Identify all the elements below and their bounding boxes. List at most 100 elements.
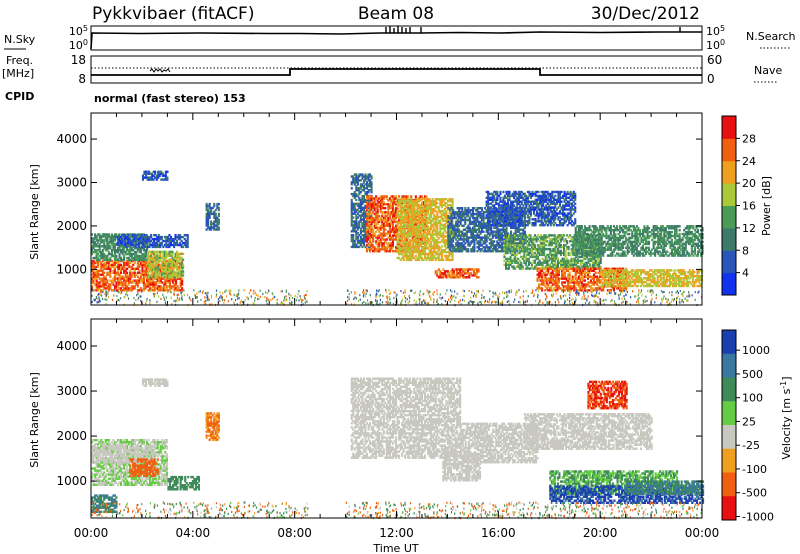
power-colorbar-swatch <box>722 250 736 274</box>
power-colorbar-label-tick: 20 <box>742 177 756 190</box>
power-colorbar-swatch <box>722 227 736 251</box>
time-axis-labels: 00:00 04:00 08:00 12:00 16:00 20:00 00:00 <box>74 526 720 540</box>
power-colorbar-swatch <box>722 160 736 184</box>
velocity-ylabel: Slant Range [km] <box>28 372 41 468</box>
data-region-9 <box>434 268 480 279</box>
nsky-spikes <box>385 26 681 33</box>
time-tick-label: 08:00 <box>277 526 312 540</box>
data-region-13 <box>600 269 704 288</box>
nsky-frame <box>90 25 703 51</box>
velocity-colorbar-label-tick: -500 <box>742 487 767 500</box>
y-tick-label: 3000 <box>56 176 87 190</box>
y-tick-label: 2000 <box>56 429 87 443</box>
velocity-y-ticks: 1000 2000 3000 4000 <box>56 339 702 488</box>
velocity-colorbar-swatch <box>722 377 736 402</box>
power-colorbar-swatch <box>722 183 736 206</box>
station-title: Pykkvibaer (fitACF) <box>92 4 254 24</box>
nsearch-tick-lo: 100 <box>706 38 725 52</box>
velocity-colorbar-swatch <box>722 496 736 521</box>
nsearch-tick-hi: 105 <box>706 24 725 38</box>
time-tick-label: 00:00 <box>74 526 109 540</box>
power-colorbar-swatch <box>722 272 736 296</box>
velocity-colorbar-swatch <box>722 448 736 473</box>
y-tick-label: 4000 <box>56 339 87 353</box>
velocity-colorbar-swatch <box>722 401 736 426</box>
data-region-15 <box>485 190 577 227</box>
nsky-tick-hi: 105 <box>69 24 88 38</box>
y-tick-label: 2000 <box>56 219 87 233</box>
velocity-colorbar-frame <box>721 329 737 521</box>
nave-tick-lo: 0 <box>707 72 715 86</box>
power-colorbar-label-tick: 12 <box>742 222 756 235</box>
y-tick-label: 4000 <box>56 132 87 146</box>
velocity-colorbar-label-tick: 1000 <box>742 344 770 357</box>
freq-trace <box>91 68 702 76</box>
power-colorbar-label-tick: 28 <box>742 132 756 145</box>
power-colorbar-label-tick: 4 <box>742 267 749 280</box>
freq-panel: Freq. [MHz] 18 8 60 0 Nave CPID normal (… <box>2 53 782 105</box>
nsky-tick-lo: 100 <box>69 38 88 52</box>
velocity-colorbar-label: Velocity [m s-1] <box>779 376 793 459</box>
power-x-ticks <box>90 113 703 305</box>
cpid-text: normal (fast stereo) 153 <box>94 92 246 105</box>
velocity-colorbar-swatch <box>722 472 736 497</box>
power-colorbar-label: Power [dB] <box>760 176 773 236</box>
velocity-colorbar-label-tick: -1000 <box>742 510 774 523</box>
nsearch-label: N.Search <box>746 30 796 43</box>
data-region-12 <box>536 267 628 292</box>
data-region-1 <box>91 444 156 464</box>
nave-label: Nave <box>754 64 782 77</box>
power-colorbar: 4 8 12 16 20 24 28 <box>721 115 756 296</box>
cpid-label: CPID <box>5 90 34 103</box>
power-colorbar-swatch <box>722 138 736 162</box>
nsky-panel: N.Sky 105 100 105 100 N.Search <box>4 24 796 52</box>
time-tick-label: 04:00 <box>176 526 211 540</box>
data-region-4 <box>141 170 169 181</box>
velocity-heatmap-cells <box>91 377 705 520</box>
freq-tick-hi: 18 <box>71 53 86 67</box>
data-region-7 <box>350 377 462 459</box>
freq-unit: [MHz] <box>2 67 34 80</box>
power-colorbar-label-tick: 16 <box>742 200 756 213</box>
date-title: 30/Dec/2012 <box>591 4 700 24</box>
velocity-colorbar-label-tick: -25 <box>742 439 760 452</box>
nsky-trace <box>90 31 702 50</box>
data-region-13 <box>625 480 705 495</box>
data-region-14 <box>587 380 628 410</box>
power-colorbar-label-tick: 8 <box>742 244 749 257</box>
velocity-colorbar-label-tick: 25 <box>742 415 756 428</box>
data-region-3 <box>167 475 200 491</box>
power-heatmap-cells <box>91 170 704 307</box>
near-range-scatter <box>91 501 703 520</box>
power-ylabel: Slant Range [km] <box>28 164 41 260</box>
y-tick-label: 1000 <box>56 262 87 276</box>
time-axis-title: Time UT <box>372 542 418 554</box>
velocity-colorbar-label-tick: -100 <box>742 463 767 476</box>
time-tick-label: 00:00 <box>685 526 720 540</box>
nave-tick-hi: 60 <box>707 53 722 67</box>
beam-title: Beam 08 <box>358 4 434 24</box>
data-region-5 <box>141 378 169 387</box>
data-region-3 <box>116 234 189 249</box>
data-region-9 <box>460 422 539 464</box>
freq-label: Freq. <box>6 54 33 67</box>
data-region-4 <box>91 494 118 513</box>
power-colorbar-swatch <box>722 205 736 229</box>
velocity-colorbar-swatch <box>722 425 736 450</box>
y-tick-label: 3000 <box>56 384 87 398</box>
data-region-2 <box>147 250 185 279</box>
velocity-colorbar-label-tick: 500 <box>742 368 763 381</box>
y-tick-label: 1000 <box>56 474 87 488</box>
data-region-5 <box>205 202 220 231</box>
velocity-panel: 1000 2000 3000 4000 Slant Range [km] 1000 50… <box>28 318 793 523</box>
data-region-2 <box>129 458 159 477</box>
data-region-11 <box>503 234 602 270</box>
power-colorbar-label-tick: 24 <box>742 155 756 168</box>
nsky-label: N.Sky <box>4 33 36 46</box>
velocity-colorbar-swatch <box>722 330 736 355</box>
data-region-6 <box>205 412 220 441</box>
power-y-ticks: 1000 2000 3000 4000 <box>56 132 702 276</box>
freq-frame <box>90 55 703 84</box>
freq-tick-lo: 8 <box>78 72 86 86</box>
